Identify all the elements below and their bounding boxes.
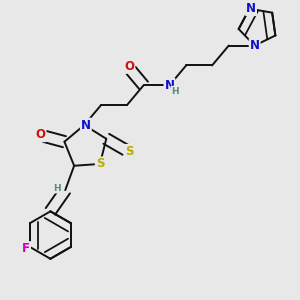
Text: N: N <box>250 39 260 52</box>
Text: O: O <box>36 128 46 141</box>
Text: S: S <box>125 145 134 158</box>
Text: F: F <box>22 242 30 255</box>
Text: N: N <box>81 118 91 131</box>
Text: S: S <box>96 158 104 170</box>
Text: N: N <box>246 2 256 15</box>
Text: N: N <box>164 79 175 92</box>
Text: H: H <box>171 86 179 95</box>
Text: H: H <box>54 184 61 193</box>
Text: O: O <box>124 60 134 73</box>
